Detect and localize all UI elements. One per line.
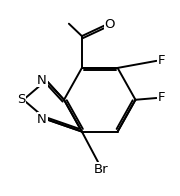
Text: F: F (157, 92, 165, 104)
Text: Br: Br (94, 163, 109, 176)
Text: N: N (37, 113, 47, 126)
Text: F: F (157, 54, 165, 67)
Text: N: N (37, 74, 47, 87)
Text: O: O (104, 18, 115, 31)
Text: S: S (17, 93, 25, 106)
